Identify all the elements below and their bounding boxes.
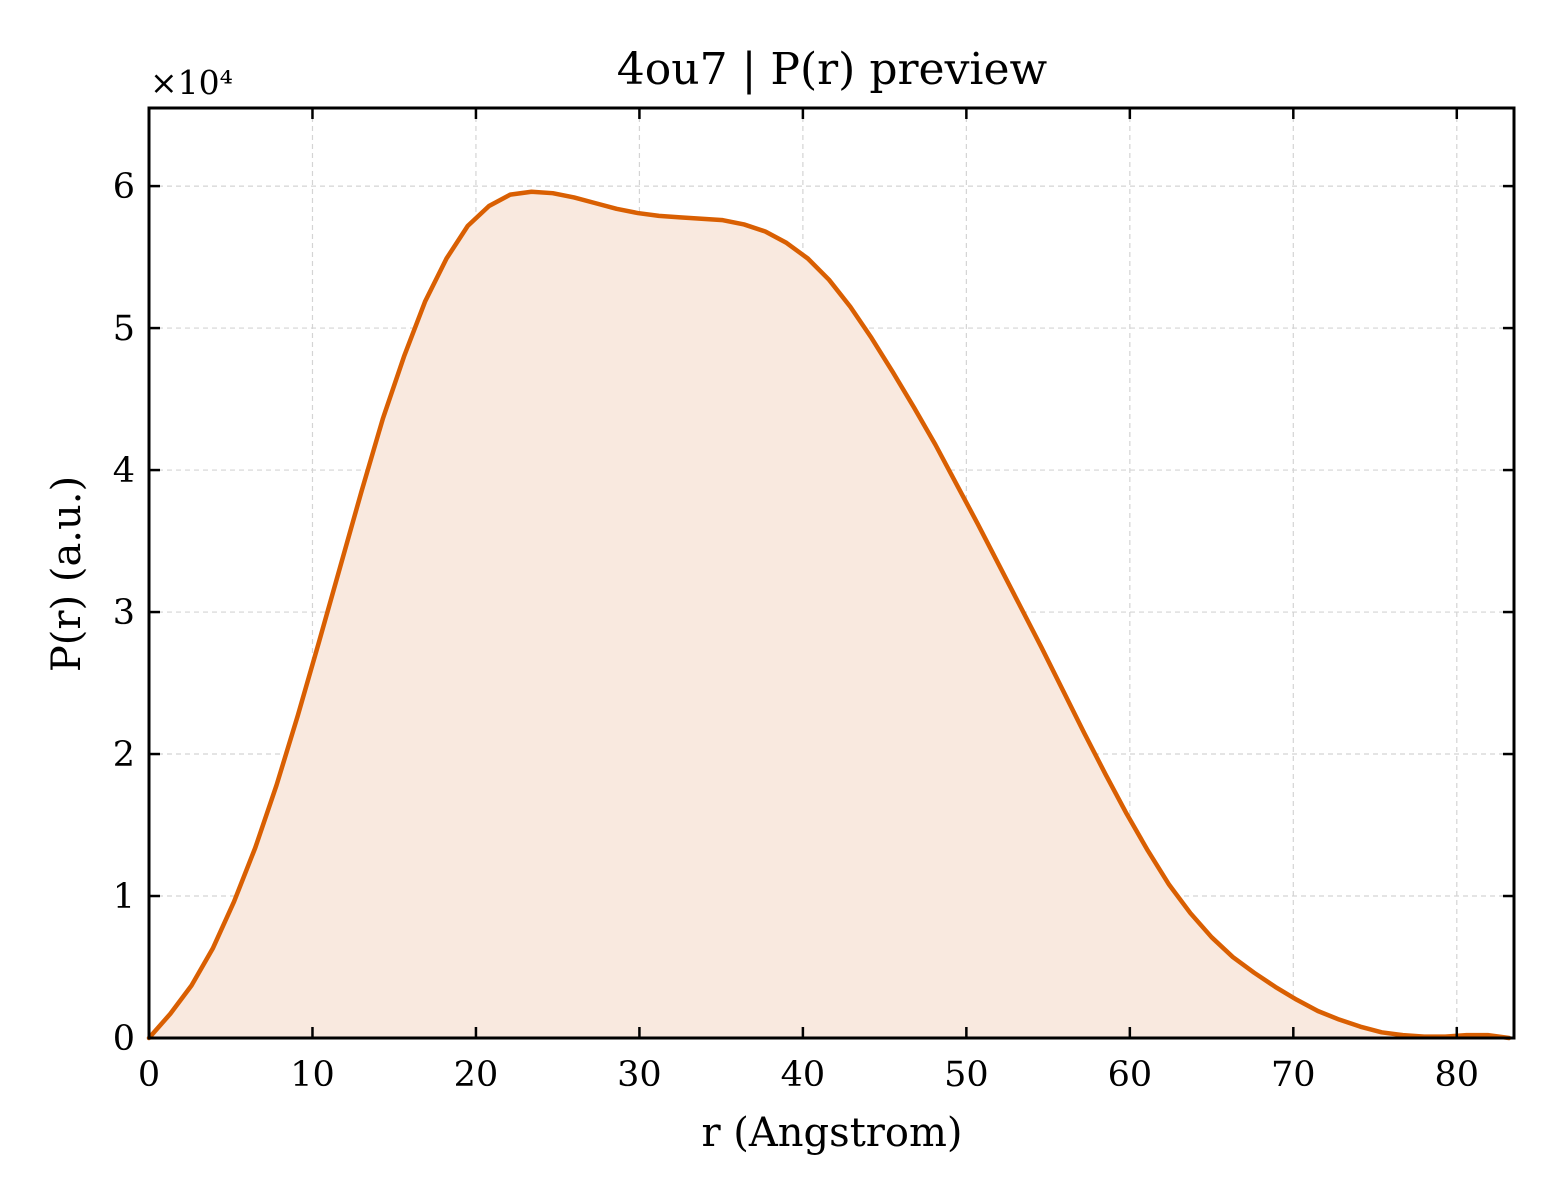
pr-curve bbox=[146, 189, 1512, 1041]
x-tick-label: 60 bbox=[1108, 1055, 1153, 1095]
y-tick-label: 6 bbox=[113, 167, 135, 207]
x-tick-label: 30 bbox=[617, 1055, 662, 1095]
y-tick-label: 3 bbox=[113, 593, 135, 633]
x-tick-label: 50 bbox=[944, 1055, 989, 1095]
y-tick-label: 2 bbox=[113, 735, 135, 775]
y-scale-label: ×10⁴ bbox=[150, 63, 233, 102]
x-tick-label: 70 bbox=[1271, 1055, 1316, 1095]
x-tick-label: 80 bbox=[1435, 1055, 1480, 1095]
y-tick-label: 5 bbox=[113, 309, 135, 349]
chart-title: 4ou7 | P(r) preview bbox=[617, 44, 1048, 95]
y-tick-label: 1 bbox=[113, 877, 135, 917]
tick-labels: 0 10 20 30 40 50 60 70 80 0 1 2 3 4 5 6 bbox=[113, 167, 1479, 1095]
area-fill bbox=[149, 191, 1510, 1038]
x-tick-label: 40 bbox=[781, 1055, 826, 1095]
plot-frame bbox=[147, 106, 1516, 1040]
x-tick-label: 0 bbox=[138, 1055, 160, 1095]
y-axis-label: P(r) (a.u.) bbox=[44, 476, 90, 672]
y-tick-label: 4 bbox=[113, 451, 135, 491]
y-tick-label: 0 bbox=[113, 1019, 135, 1059]
x-tick-label: 20 bbox=[454, 1055, 499, 1095]
ticks bbox=[147, 108, 1514, 1040]
x-axis-label: r (Angstrom) bbox=[701, 1110, 962, 1156]
x-tick-label: 10 bbox=[290, 1055, 335, 1095]
